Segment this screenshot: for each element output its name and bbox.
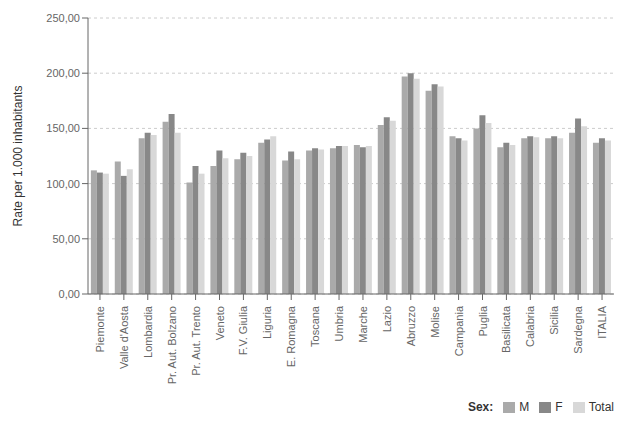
- svg-text:Liguria: Liguria: [261, 305, 273, 339]
- svg-text:250,00: 250,00: [46, 12, 80, 24]
- svg-text:Puglia: Puglia: [477, 305, 489, 336]
- svg-text:Campania: Campania: [453, 305, 465, 356]
- svg-text:Toscana: Toscana: [309, 305, 321, 347]
- svg-text:100,00: 100,00: [46, 178, 80, 190]
- svg-text:Umbria: Umbria: [333, 305, 345, 341]
- svg-text:50,00: 50,00: [52, 233, 80, 245]
- svg-text:Abruzzo: Abruzzo: [405, 306, 417, 346]
- svg-text:200,00: 200,00: [46, 67, 80, 79]
- svg-text:E. Romagna: E. Romagna: [285, 305, 297, 367]
- svg-text:Veneto: Veneto: [214, 306, 226, 340]
- svg-text:Lombardia: Lombardia: [142, 305, 154, 358]
- svg-text:Marche: Marche: [357, 306, 369, 343]
- html-text:F: F: [555, 400, 563, 414]
- svg-text:Rate per 1.000 inhabitants: Rate per 1.000 inhabitants: [11, 86, 25, 227]
- svg-text:Calabria: Calabria: [524, 305, 536, 347]
- svg-text:Sardegna: Sardegna: [572, 305, 584, 354]
- html-text:Total: Total: [588, 400, 614, 414]
- svg-text:Lazio: Lazio: [381, 306, 393, 332]
- svg-text:Piemonte: Piemonte: [94, 306, 106, 352]
- svg-text:Pr. Aut. Trento: Pr. Aut. Trento: [190, 306, 202, 376]
- svg-text:Basilicata: Basilicata: [500, 305, 512, 353]
- html-text:Sex:: Sex:: [467, 400, 494, 414]
- svg-text:0,00: 0,00: [59, 288, 80, 300]
- svg-text:150,00: 150,00: [46, 122, 80, 134]
- svg-text:F.V. Giulia: F.V. Giulia: [237, 305, 249, 355]
- svg-text:Pr. Aut. Bolzano: Pr. Aut. Bolzano: [166, 306, 178, 384]
- svg-text:Sicilia: Sicilia: [548, 305, 560, 335]
- svg-text:Molise: Molise: [429, 306, 441, 338]
- svg-text:Valle d'Aosta: Valle d'Aosta: [118, 305, 130, 369]
- svg-text:ITALIA: ITALIA: [596, 305, 608, 338]
- html-text:M: M: [519, 400, 530, 414]
